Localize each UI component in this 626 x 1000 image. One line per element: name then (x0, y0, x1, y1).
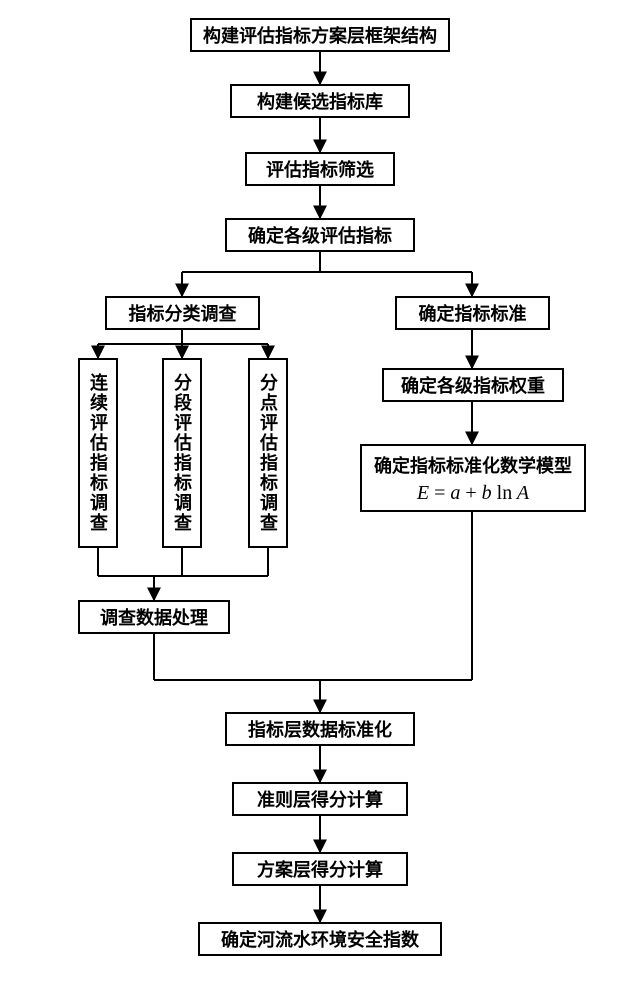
node-formula: E = a + b ln A (417, 478, 529, 505)
node-label: 构建候选指标库 (257, 88, 383, 114)
node-label: 确定指标标准化数学模型 (374, 452, 572, 478)
node-label: 调查数据处理 (100, 604, 208, 630)
node-n14: 准则层得分计算 (232, 782, 408, 816)
node-n4: 确定各级评估指标 (225, 218, 415, 252)
node-n1: 构建评估指标方案层框架结构 (190, 18, 450, 52)
node-label: 指标分类调查 (129, 300, 237, 326)
node-label: 分段评估指标调查 (169, 373, 195, 533)
node-label: 方案层得分计算 (257, 856, 383, 882)
node-label: 评估指标筛选 (266, 156, 374, 182)
node-label: 指标层数据标准化 (248, 716, 392, 742)
node-n16: 确定河流水环境安全指数 (198, 922, 442, 956)
node-label: 构建评估指标方案层框架结构 (203, 22, 437, 48)
node-n10: 确定各级指标权重 (382, 368, 564, 402)
node-label: 分点评估指标调查 (255, 373, 281, 533)
node-n13: 指标层数据标准化 (225, 712, 415, 746)
node-label: 确定各级指标权重 (401, 372, 545, 398)
node-n12: 调查数据处理 (78, 600, 230, 634)
node-label: 确定各级评估指标 (248, 222, 392, 248)
node-label: 确定指标标准 (419, 300, 527, 326)
node-n5: 指标分类调查 (105, 296, 260, 330)
node-label: 准则层得分计算 (257, 786, 383, 812)
node-n6: 确定指标标准 (395, 296, 550, 330)
node-n9: 分点评估指标调查 (248, 358, 288, 548)
node-n3: 评估指标筛选 (245, 152, 395, 186)
node-label: 连续评估指标调查 (85, 373, 111, 533)
node-label: 确定河流水环境安全指数 (221, 926, 419, 952)
node-n15: 方案层得分计算 (232, 852, 408, 886)
node-n8: 分段评估指标调查 (162, 358, 202, 548)
node-n7: 连续评估指标调查 (78, 358, 118, 548)
flowchart-canvas: 构建评估指标方案层框架结构 构建候选指标库 评估指标筛选 确定各级评估指标 指标… (0, 0, 626, 1000)
node-n2: 构建候选指标库 (230, 84, 410, 118)
node-n11: 确定指标标准化数学模型 E = a + b ln A (360, 444, 586, 512)
